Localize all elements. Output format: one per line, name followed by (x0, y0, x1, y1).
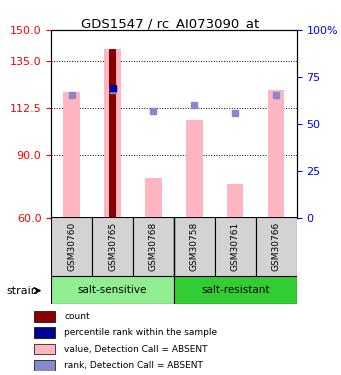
Bar (34, 360, 55, 370)
Text: GSM30765: GSM30765 (108, 222, 117, 271)
Bar (34, 327, 55, 338)
Bar (268, 90, 284, 218)
Text: GDS1547 / rc_AI073090_at: GDS1547 / rc_AI073090_at (81, 17, 260, 30)
Text: GSM30758: GSM30758 (190, 222, 199, 271)
Text: strain: strain (7, 286, 39, 296)
Bar (104, 49, 121, 217)
Text: GSM30761: GSM30761 (231, 222, 240, 271)
Text: salt-resistant: salt-resistant (201, 285, 269, 295)
Bar (109, 49, 116, 217)
Bar (34, 344, 55, 354)
FancyBboxPatch shape (256, 217, 297, 276)
Text: value, Detection Call = ABSENT: value, Detection Call = ABSENT (64, 345, 208, 354)
Text: salt-sensitive: salt-sensitive (78, 285, 147, 295)
FancyBboxPatch shape (51, 276, 174, 304)
Text: percentile rank within the sample: percentile rank within the sample (64, 328, 217, 338)
Text: rank, Detection Call = ABSENT: rank, Detection Call = ABSENT (64, 361, 203, 370)
FancyBboxPatch shape (92, 217, 133, 276)
Bar (227, 184, 243, 218)
Bar (63, 93, 80, 218)
FancyBboxPatch shape (174, 276, 297, 304)
FancyBboxPatch shape (174, 217, 215, 276)
FancyBboxPatch shape (133, 217, 174, 276)
FancyBboxPatch shape (215, 217, 256, 276)
Text: GSM30768: GSM30768 (149, 222, 158, 271)
Bar (186, 120, 203, 218)
Text: GSM30760: GSM30760 (67, 222, 76, 271)
FancyBboxPatch shape (51, 217, 92, 276)
Bar (145, 178, 162, 218)
Text: GSM30766: GSM30766 (272, 222, 281, 271)
Text: count: count (64, 312, 90, 321)
Bar (34, 311, 55, 322)
